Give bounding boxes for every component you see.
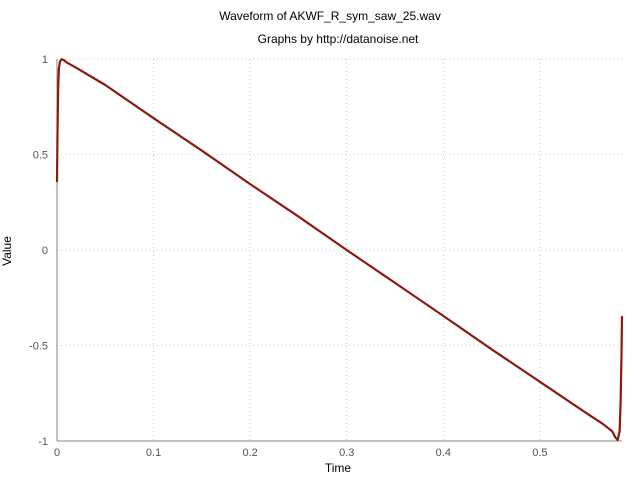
series-line xyxy=(55,58,624,442)
x-tick-label: 0.3 xyxy=(339,447,354,459)
chart-title: Waveform of AKWF_R_sym_saw_25.wav xyxy=(219,9,441,23)
y-tick-label: 1 xyxy=(42,54,48,66)
x-tick-label: 0.2 xyxy=(243,447,258,459)
x-tick-label: 0.5 xyxy=(532,447,547,459)
y-tick-label: -0.5 xyxy=(29,341,48,353)
y-axis-label: Value xyxy=(0,236,14,266)
tick-labels: 0 0.1 0.2 0.3 0.4 0.5 1 0.5 0 -0.5 -1 xyxy=(29,54,548,459)
y-tick-label: 0 xyxy=(42,245,48,257)
y-tick-label: 0.5 xyxy=(33,150,48,162)
series-layer xyxy=(55,58,624,442)
y-tick-label: -1 xyxy=(38,436,48,448)
x-axis-label: Time xyxy=(325,461,352,475)
x-tick-label: 0 xyxy=(54,447,60,459)
x-tick-label: 0.1 xyxy=(146,447,161,459)
chart-subtitle: Graphs by http://datanoise.net xyxy=(258,32,419,46)
grid-lines xyxy=(57,58,622,441)
x-tick-label: 0.4 xyxy=(436,447,451,459)
